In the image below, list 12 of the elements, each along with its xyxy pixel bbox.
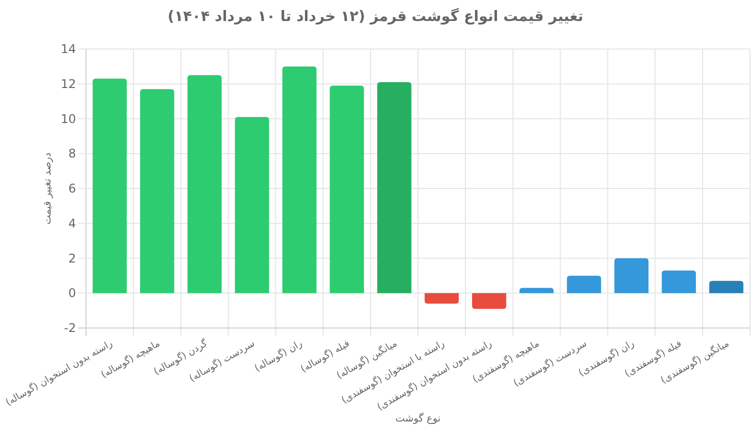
- y-tick-label: 4: [68, 216, 76, 230]
- chart-title: تغییر قیمت انواع گوشت قرمز (۱۲ خرداد تا ۱۰ مرداد ۱۴۰۴): [168, 7, 584, 25]
- y-tick-label: 12: [60, 76, 76, 91]
- y-tick-label: 6: [68, 182, 76, 196]
- y-tick-label: -2: [64, 321, 76, 335]
- y-tick-label: 8: [68, 146, 76, 161]
- y-tick-label: 0: [68, 286, 76, 300]
- y-tick-label: 10: [60, 112, 76, 126]
- y-tick-label: 14: [60, 42, 76, 56]
- y-axis-title: درصد تغییر قیمت: [42, 152, 54, 224]
- y-tick-label: 2: [68, 251, 76, 266]
- x-axis-title: نوع گوشت: [395, 412, 441, 424]
